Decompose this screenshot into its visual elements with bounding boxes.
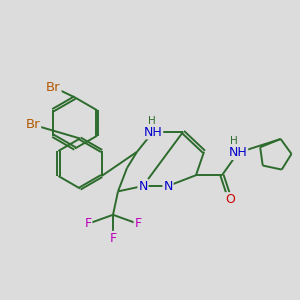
Text: H: H bbox=[230, 136, 237, 146]
Text: NH: NH bbox=[144, 125, 162, 139]
Text: H: H bbox=[148, 116, 155, 126]
Text: Br: Br bbox=[26, 118, 40, 131]
Text: N: N bbox=[138, 179, 148, 193]
Text: NH: NH bbox=[229, 146, 247, 159]
Text: F: F bbox=[84, 217, 92, 230]
Text: F: F bbox=[134, 217, 142, 230]
Text: F: F bbox=[110, 232, 117, 245]
Text: Br: Br bbox=[46, 81, 61, 94]
Text: N: N bbox=[163, 179, 173, 193]
Text: O: O bbox=[225, 193, 235, 206]
